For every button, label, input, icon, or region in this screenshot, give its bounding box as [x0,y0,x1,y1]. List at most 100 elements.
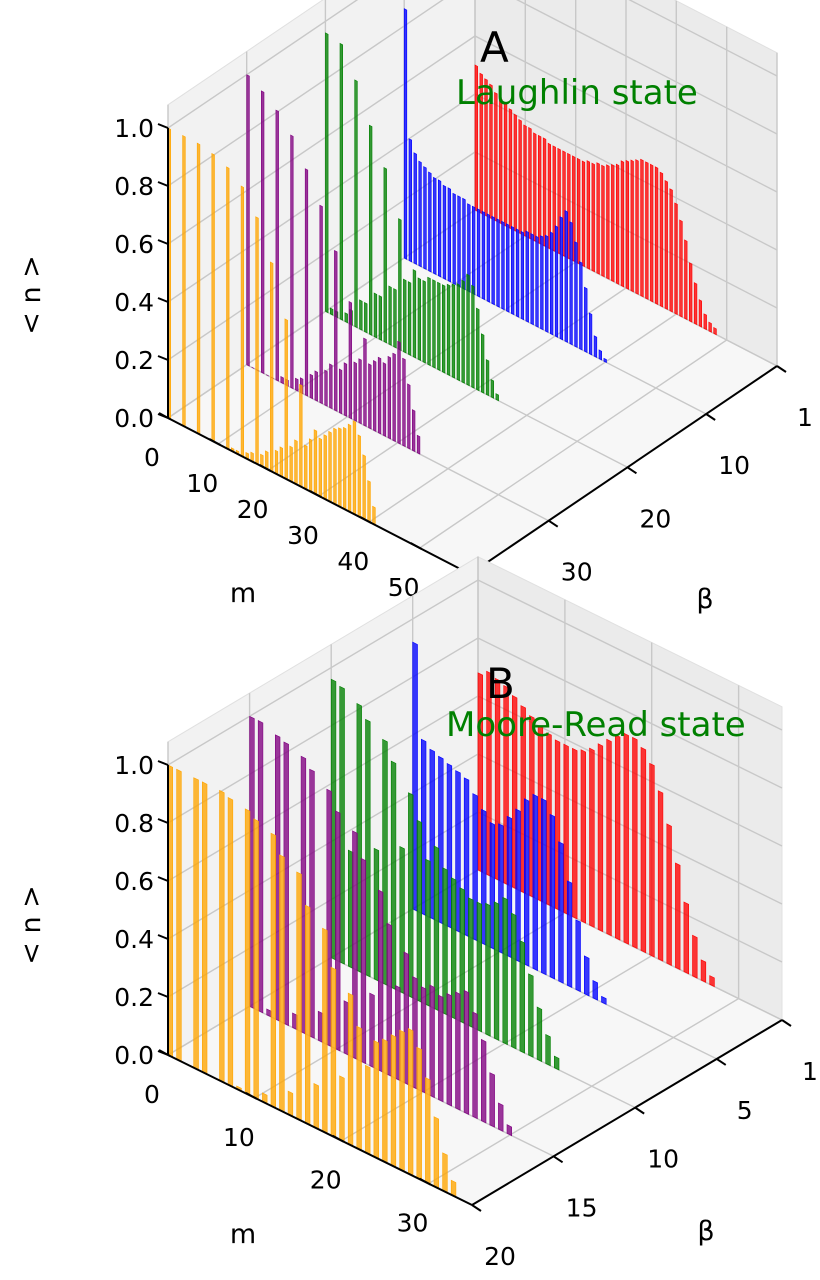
panel-a-bar [323,434,327,501]
panel-a-bar [650,163,654,303]
panel-b-beta-tick-label: 1 [802,1057,818,1086]
panel-a-bar [403,278,407,354]
panel-a-bar [530,233,534,326]
panel-a-bar [535,235,539,328]
panel-a-bar [211,153,215,443]
panel-b-bar [283,741,289,1027]
panel-a-bar [333,427,337,506]
panel-a-bar [481,210,486,301]
panel-a-bar [255,216,259,466]
panel-b-bar [545,1034,551,1067]
panel-a-bar [413,152,417,265]
panel-a-m-tick-label: 20 [237,495,269,524]
panel-a-bar [447,187,452,283]
panel-a-bar [664,179,668,311]
panel-a-series-beta-30 [246,74,421,455]
panel-a-m-tick [309,490,322,498]
panel-a-bar [545,234,549,333]
panel-b-bar [403,951,410,1086]
panel-b-beta-tick-label: 20 [484,1242,516,1271]
panel-b-series-beta-15 [249,715,513,1137]
panel-a-bar [479,72,483,215]
panel-a-bar [393,288,397,349]
panel-a-z-tick [157,239,169,245]
panel-b-z-tick [157,876,169,882]
panel-b-bar [373,1040,380,1160]
panel-b-bar [657,790,664,962]
panel-b-bar [399,846,405,995]
panel-b-bar [455,770,461,933]
panel-b-bar [463,989,470,1115]
panel-a-title: Laughlin state [456,73,698,113]
panel-a-bar [542,137,547,248]
panel-a-bar [427,276,431,367]
panel-b-bar [446,763,453,929]
panel-b-bar [365,718,371,978]
panel-b-beta-axis [471,1019,783,1206]
panel-a-bar [474,64,479,212]
panel-b-bars [167,641,715,1198]
panel-b-bar [700,959,707,983]
panel-a-bar [490,379,495,399]
panel-b-bar [416,819,423,1003]
panel-b-bar [373,847,380,982]
panel-a-bar [601,164,605,278]
panel-a-series-beta-20 [325,32,499,402]
panel-a-bar [606,164,610,280]
panel-a-bar [328,430,332,503]
panel-a-bar [579,261,583,351]
panel-a-bar [294,439,298,486]
panel-b-bar [433,845,440,1012]
panel-a-bar [596,162,600,275]
panel-a-bar [304,168,309,397]
panel-b-bar [433,1116,440,1190]
panel-a-bar [343,362,348,417]
panel-b-bar [390,1034,397,1168]
panel-a-letter: A [480,23,509,72]
panel-a-bar [359,299,363,331]
panel-b-bar [386,922,392,1077]
panel-b-bar [506,1124,513,1137]
panel-a-bar [348,301,353,420]
panel-b-bar [382,738,388,986]
panel-b-m-tick [419,1177,432,1186]
panel-b-z-tick-label: 0.2 [114,983,154,1012]
panel-b-bar [692,934,698,979]
panel-b-bar [253,818,259,1101]
panel-b-bar [442,1152,448,1194]
panel-b-bar [666,823,672,966]
panel-a-bar [559,216,564,341]
panel-a-bar [480,333,485,394]
panel-a-bar [501,220,505,311]
panel-b-bar [425,1077,431,1185]
panel-a-beta-tick [626,466,637,475]
panel-a-bar [290,134,294,390]
panel-a-bar [569,221,573,346]
panel-b-z-tick [157,760,169,766]
panel-b-m-tick [245,1091,258,1100]
panel-a-bar [508,108,513,230]
panel-b-bar [489,821,496,950]
panel-a-m-axis-label: m [230,578,256,609]
panel-b-bar [489,1072,495,1128]
panel-b-bar [493,901,500,1041]
panel-b-bar [356,703,362,974]
panel-a-z-axis-label: < n > [16,255,47,335]
panel-a-bar [574,241,578,348]
panel-b-bar [606,738,612,937]
panel-b-bar [360,857,367,1065]
panel-a-bar [476,307,480,392]
panel-a-bar [407,383,411,450]
panel-a-bar [503,102,508,227]
panel-b-bar [649,762,655,958]
panel-a-bar [598,349,603,361]
panel-b-bar [614,734,621,941]
panel-b-beta-tick [553,1155,564,1164]
panel-a-bar [334,250,338,412]
panel-a-bar [457,195,461,288]
panel-b-bar [356,1025,362,1151]
panel-b-z-tick-label: 1.0 [114,751,154,780]
panel-b-beta-tick [634,1106,645,1115]
panel-a-z-tick-label: 0.4 [114,288,154,317]
